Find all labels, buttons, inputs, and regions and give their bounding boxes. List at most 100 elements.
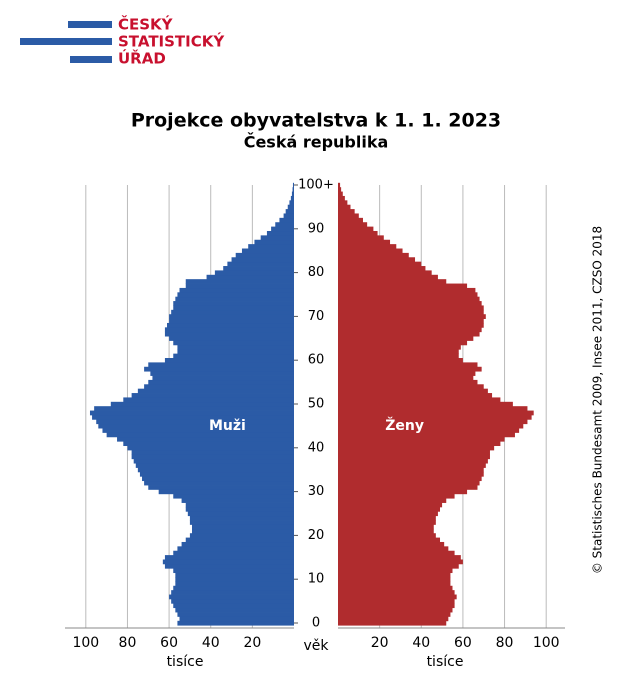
x-tick-label: 100	[533, 635, 560, 651]
bar	[338, 511, 438, 517]
bar	[102, 428, 295, 433]
y-tick-label: 10	[308, 572, 325, 587]
bar	[338, 318, 484, 324]
bar	[338, 397, 501, 403]
bar	[131, 449, 294, 455]
bar	[338, 239, 391, 245]
bar	[338, 419, 528, 425]
bar	[179, 287, 294, 293]
logo: ČESKÝ STATISTICKÝ ÚŘAD	[20, 15, 225, 68]
x-tick-label: 60	[454, 635, 472, 651]
bar	[131, 393, 294, 398]
bar	[338, 287, 476, 293]
bar	[266, 230, 294, 236]
bar	[338, 217, 363, 223]
bar	[164, 563, 294, 569]
bar	[338, 248, 403, 254]
x-tick-label: 20	[243, 635, 261, 651]
bar	[338, 406, 528, 411]
x-tick-label: 60	[160, 635, 178, 651]
bar	[338, 489, 468, 495]
bar	[338, 577, 451, 582]
bar	[185, 502, 294, 508]
bar	[260, 235, 294, 241]
bar	[338, 379, 478, 385]
bar	[338, 594, 457, 600]
bar	[338, 550, 455, 556]
logo-bar	[20, 38, 112, 45]
bar	[338, 362, 478, 368]
bar	[338, 414, 532, 420]
bar	[338, 204, 351, 210]
bar	[338, 213, 359, 219]
y-tick-label: 70	[308, 309, 325, 324]
bar	[338, 261, 422, 267]
logo-text: ÚŘAD	[118, 49, 166, 68]
bar	[338, 546, 449, 552]
bar	[338, 493, 455, 499]
bar	[173, 305, 294, 311]
bar	[338, 182, 341, 188]
bar	[338, 226, 374, 232]
bar	[148, 379, 294, 385]
bar	[185, 283, 294, 289]
bar	[338, 244, 397, 249]
bar	[191, 524, 294, 530]
bar	[144, 480, 294, 486]
logo-bar	[68, 21, 112, 28]
y-tick-label: 90	[308, 221, 325, 236]
bar	[338, 410, 534, 416]
bar	[279, 217, 294, 223]
bar	[338, 568, 453, 574]
bar	[235, 252, 294, 258]
bar	[338, 371, 476, 376]
logo-text: STATISTICKÝ	[118, 32, 225, 51]
bar	[338, 432, 515, 438]
bar	[175, 572, 294, 578]
x-tick-label: 40	[412, 635, 430, 651]
bar	[338, 458, 488, 464]
bar	[338, 195, 345, 201]
y-tick-label: 20	[308, 528, 325, 543]
bar	[338, 423, 524, 429]
bar	[94, 406, 295, 411]
bar	[338, 296, 480, 302]
bar	[137, 467, 294, 473]
bar	[175, 581, 294, 587]
bar	[181, 541, 294, 547]
bar	[338, 603, 455, 609]
bar	[164, 358, 294, 363]
x-tick-label: 80	[496, 635, 514, 651]
bar	[338, 401, 513, 407]
bar	[169, 314, 294, 319]
bar	[338, 524, 434, 530]
chart-subtitle: Česká republika	[244, 133, 389, 152]
bar	[137, 388, 294, 394]
bar	[338, 612, 451, 617]
bar	[338, 537, 441, 543]
bar	[338, 340, 468, 346]
bar	[292, 187, 294, 192]
bar	[227, 261, 294, 267]
bar	[338, 235, 384, 241]
bar	[173, 568, 294, 574]
bar	[175, 296, 294, 302]
source-note: © Statistisches Bundesamt 2009, Insee 20…	[591, 226, 605, 574]
bar	[292, 182, 294, 188]
bar	[191, 528, 294, 534]
bar	[338, 222, 368, 228]
bar	[338, 563, 459, 569]
bar	[338, 498, 447, 503]
x-axis-label: tisíce	[427, 654, 464, 670]
bar	[338, 467, 484, 473]
bar	[187, 511, 294, 517]
bar	[338, 292, 478, 298]
bar	[338, 366, 482, 372]
bar	[338, 533, 436, 538]
bar	[142, 476, 294, 482]
series-label: Ženy	[385, 417, 424, 434]
bar	[338, 502, 443, 508]
bar	[169, 336, 294, 341]
y-tick-label: 0	[312, 616, 320, 631]
bar	[189, 515, 294, 521]
